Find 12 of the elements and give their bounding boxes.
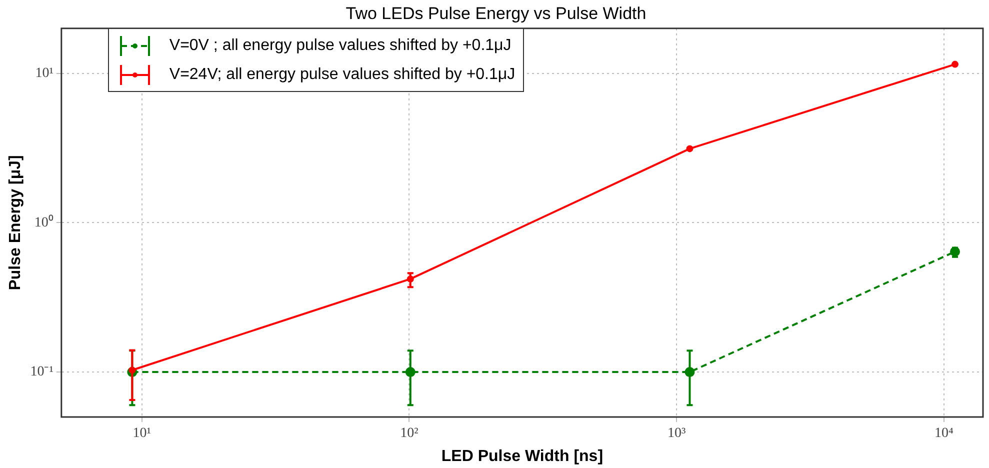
legend-label: V=0V ; all energy pulse values shifted by +0.1μJ	[169, 36, 512, 55]
y-tick-label: 10⁰	[34, 214, 54, 230]
x-axis-title: LED Pulse Width [ns]	[441, 448, 604, 465]
y-axis-title: Pulse Energy [μJ]	[7, 155, 24, 290]
x-tick-label: 10¹	[132, 426, 151, 442]
legend-label: V=24V; all energy pulse values shifted by +0.1μJ	[169, 66, 516, 84]
y-tick-label: 10¹	[35, 66, 54, 82]
x-tick-label: 10³	[667, 426, 686, 442]
x-tick-label: 10²	[400, 426, 418, 442]
y-tick-label: 10⁻¹	[30, 364, 54, 380]
chart-title: Two LEDs Pulse Energy vs Pulse Width	[346, 4, 646, 23]
x-tick-label: 10⁴	[934, 426, 954, 442]
